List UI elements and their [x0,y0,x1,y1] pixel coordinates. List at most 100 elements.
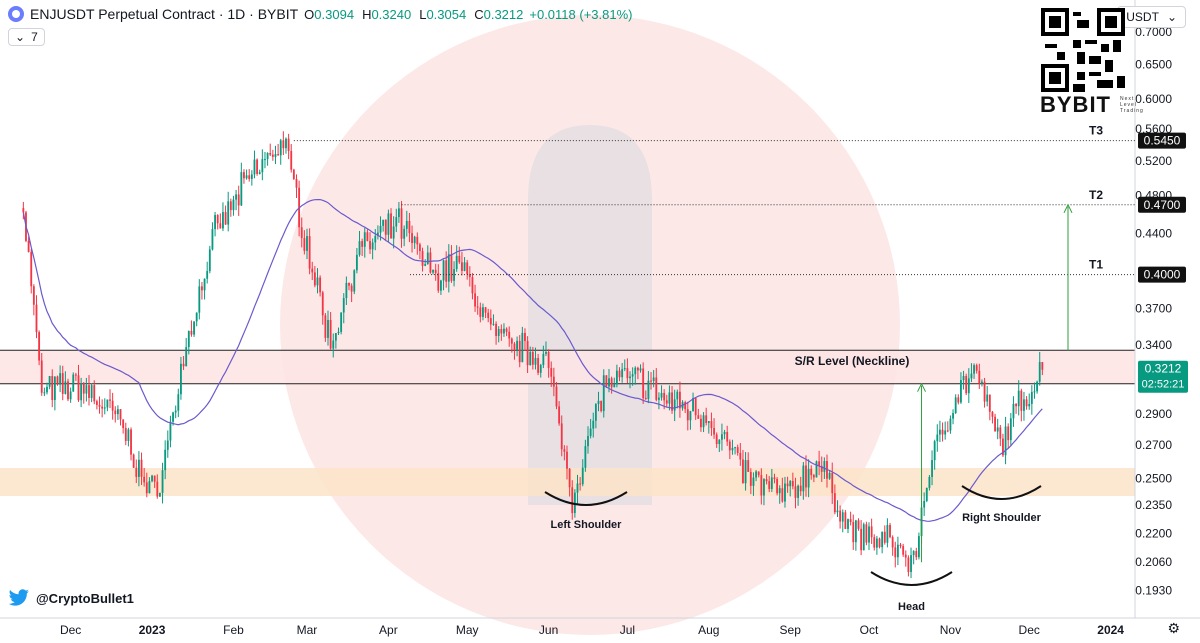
low-value: 0.3054 [426,6,467,22]
candle-body [655,377,658,400]
candle-body [650,380,652,382]
currency-selector[interactable]: USDT ⌄ [1117,6,1186,28]
candle-body [579,483,582,485]
candles [22,131,1044,579]
candle-body [608,378,610,387]
candle-body [629,376,631,379]
candle-body [786,483,789,487]
candle-body [689,411,692,421]
candle-body [85,385,88,394]
candle-body [416,236,419,245]
candle-body [597,400,600,404]
candle-body [752,477,755,486]
candle-body [831,472,834,494]
candle-body [334,333,337,341]
candle-body [770,477,773,489]
candle-body [1004,426,1007,456]
candle-body [27,240,30,252]
candle-body [72,374,75,392]
candle-body [203,278,206,291]
candle-body [589,428,592,436]
zones [0,349,1135,497]
candle-body [366,232,369,241]
candle-body [135,467,138,477]
candle-body [939,429,941,435]
candle-body [883,531,886,543]
candle-body [390,213,392,239]
candle-body [295,178,298,188]
candle-body [886,525,889,543]
candle-body [93,385,96,402]
current-price-tag [1138,360,1188,393]
candle-body [124,427,127,441]
y-tick-label: 0.7000 [1135,25,1172,39]
candle-body [558,406,561,424]
candle-body [466,262,469,275]
candle-body [539,364,542,373]
candle-body [327,319,329,338]
candle-body [949,418,952,431]
candle-body [316,277,319,286]
candle-body [631,374,634,377]
candle-body [757,471,760,476]
candle-body [665,400,668,404]
pattern-arc [544,491,628,506]
candle-body [912,551,915,556]
candle-body [524,332,526,342]
candle-body [576,483,579,493]
candle-body [329,319,332,349]
candle-body [35,304,38,333]
symbol-title[interactable]: ENJUSDT Perpetual Contract · 1D · BYBIT [30,6,299,22]
candle-body [229,201,232,211]
candle-body [432,269,434,273]
candle-body [256,159,259,174]
candle-body [53,376,56,401]
candle-body [421,251,424,266]
candle-body [408,220,411,234]
candle-body [542,353,545,365]
y-tick-label: 0.5200 [1135,154,1172,168]
candle-body [269,153,272,155]
candle-body [868,526,870,543]
candle-body [962,376,965,381]
target-label-t1: T1 [1089,258,1103,272]
candle-body [429,252,432,273]
pattern-label: Head [898,601,925,613]
candle-body [896,544,899,558]
settings-gear-icon[interactable]: ⚙ [1167,620,1180,636]
candle-body [116,409,119,415]
candle-body [38,332,41,361]
candle-body [810,468,813,476]
candle-body [492,323,495,325]
indicator-toggle[interactable]: ⌄ 7 [8,28,45,46]
candle-body [1028,403,1031,407]
candle-body [111,400,114,411]
candle-body [424,264,427,266]
candle-body [823,460,826,472]
candle-body [195,312,198,322]
candle-body [860,528,863,551]
candle-body [98,404,101,407]
candle-body [781,488,784,502]
candle-body [232,199,235,211]
candle-body [1002,438,1004,456]
candle-body [545,351,547,354]
pattern-arc [961,485,1042,500]
candle-body [261,159,264,173]
candle-body [240,172,243,206]
candle-body [967,378,970,394]
candle-body [489,318,492,325]
candle-body [728,441,731,451]
candle-body [975,365,978,371]
candle-body [705,415,708,423]
close-label: C [474,6,484,22]
candle-body [657,397,660,400]
candle-body [1038,361,1041,382]
candle-body [907,557,910,572]
candle-body [749,471,752,486]
candle-body [547,351,550,369]
candle-body [321,292,324,316]
candle-body [156,481,159,497]
candle-body [358,241,361,255]
